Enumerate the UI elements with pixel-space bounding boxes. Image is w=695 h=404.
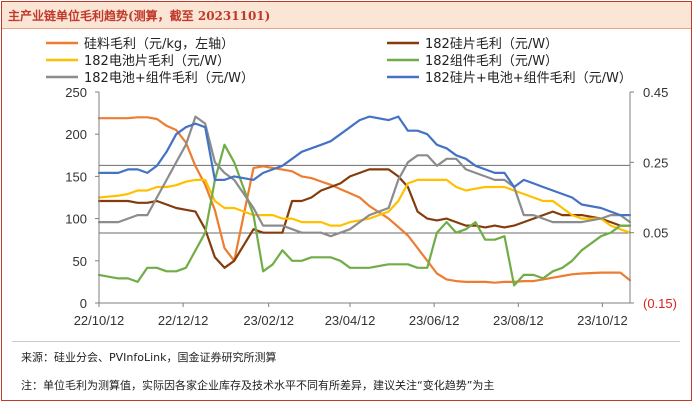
right-tick-label: 0.45 (643, 85, 668, 100)
series-line-module (97, 143, 632, 287)
remark-note: 注：单位毛利为测算值，实际因各家企业库存及技术水平不同有所差异，建议关注“变化趋… (21, 379, 495, 392)
legend-label-total: 182硅片+电池+组件毛利（元/W） (425, 71, 632, 86)
left-tick-label: 250 (65, 85, 87, 100)
chart-title: 主产业链单位毛利趋势(测算，截至 20231101) (8, 9, 271, 23)
left-tick-label: 50 (73, 254, 87, 269)
right-tick-label: 0.25 (643, 155, 668, 170)
legend-label-silicon: 硅料毛利（元/kg，左轴） (84, 37, 234, 52)
x-tick-label: 23/08/12 (493, 313, 544, 328)
x-tick-label: 23/02/12 (243, 313, 294, 328)
x-tick-label: 22/12/12 (158, 313, 209, 328)
left-tick-label: 200 (65, 127, 87, 142)
left-tick-label: 100 (65, 212, 87, 227)
source-note: 来源：硅业分会、PVInfoLink，国金证券研究所测算 (21, 351, 277, 364)
x-tick-label: 22/10/12 (74, 313, 125, 328)
right-tick-label: 0.05 (643, 226, 668, 241)
right-tick-label: (0.15) (643, 296, 677, 311)
left-tick-label: 0 (80, 296, 87, 311)
legend-label-cell: 182电池片毛利（元/W） (84, 54, 230, 69)
footer-divider (12, 341, 680, 342)
series-line-cell (97, 178, 632, 234)
series-line-cell_module (97, 115, 632, 238)
series-line-total (97, 115, 632, 217)
legend-label-cell_module: 182电池+组件毛利（元/W） (84, 71, 254, 86)
legend-label-module: 182组件毛利（元/W） (425, 54, 558, 69)
title-bar: 主产业链单位毛利趋势(测算，截至 20231101) (2, 2, 691, 29)
x-tick-label: 23/06/12 (409, 313, 460, 328)
left-tick-label: 150 (65, 169, 87, 184)
x-tick-label: 23/10/12 (577, 313, 628, 328)
chart-svg: 0 50 100 150 200 250 (0.15) 0.05 0.25 0.45 22/10/1… (46, 37, 677, 328)
x-tick-label: 23/04/12 (325, 313, 376, 328)
legend-label-wafer: 182硅片毛利（元/W） (425, 37, 558, 52)
series-line-silicon (97, 116, 632, 284)
